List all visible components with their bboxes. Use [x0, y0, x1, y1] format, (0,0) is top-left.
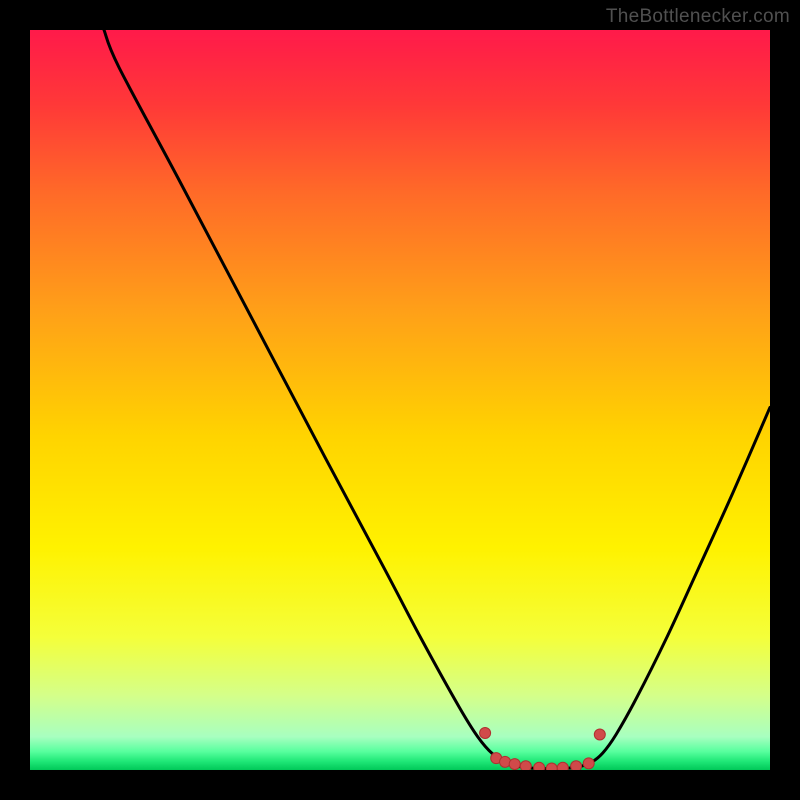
optimal-dot [583, 758, 594, 769]
chart-container: TheBottlenecker.com [0, 0, 800, 800]
chart-gradient-background [30, 30, 770, 770]
watermark: TheBottlenecker.com [606, 6, 790, 28]
optimal-dot [509, 759, 520, 770]
optimal-dot [480, 728, 491, 739]
optimal-dot [594, 729, 605, 740]
bottleneck-curve-chart [0, 0, 800, 800]
